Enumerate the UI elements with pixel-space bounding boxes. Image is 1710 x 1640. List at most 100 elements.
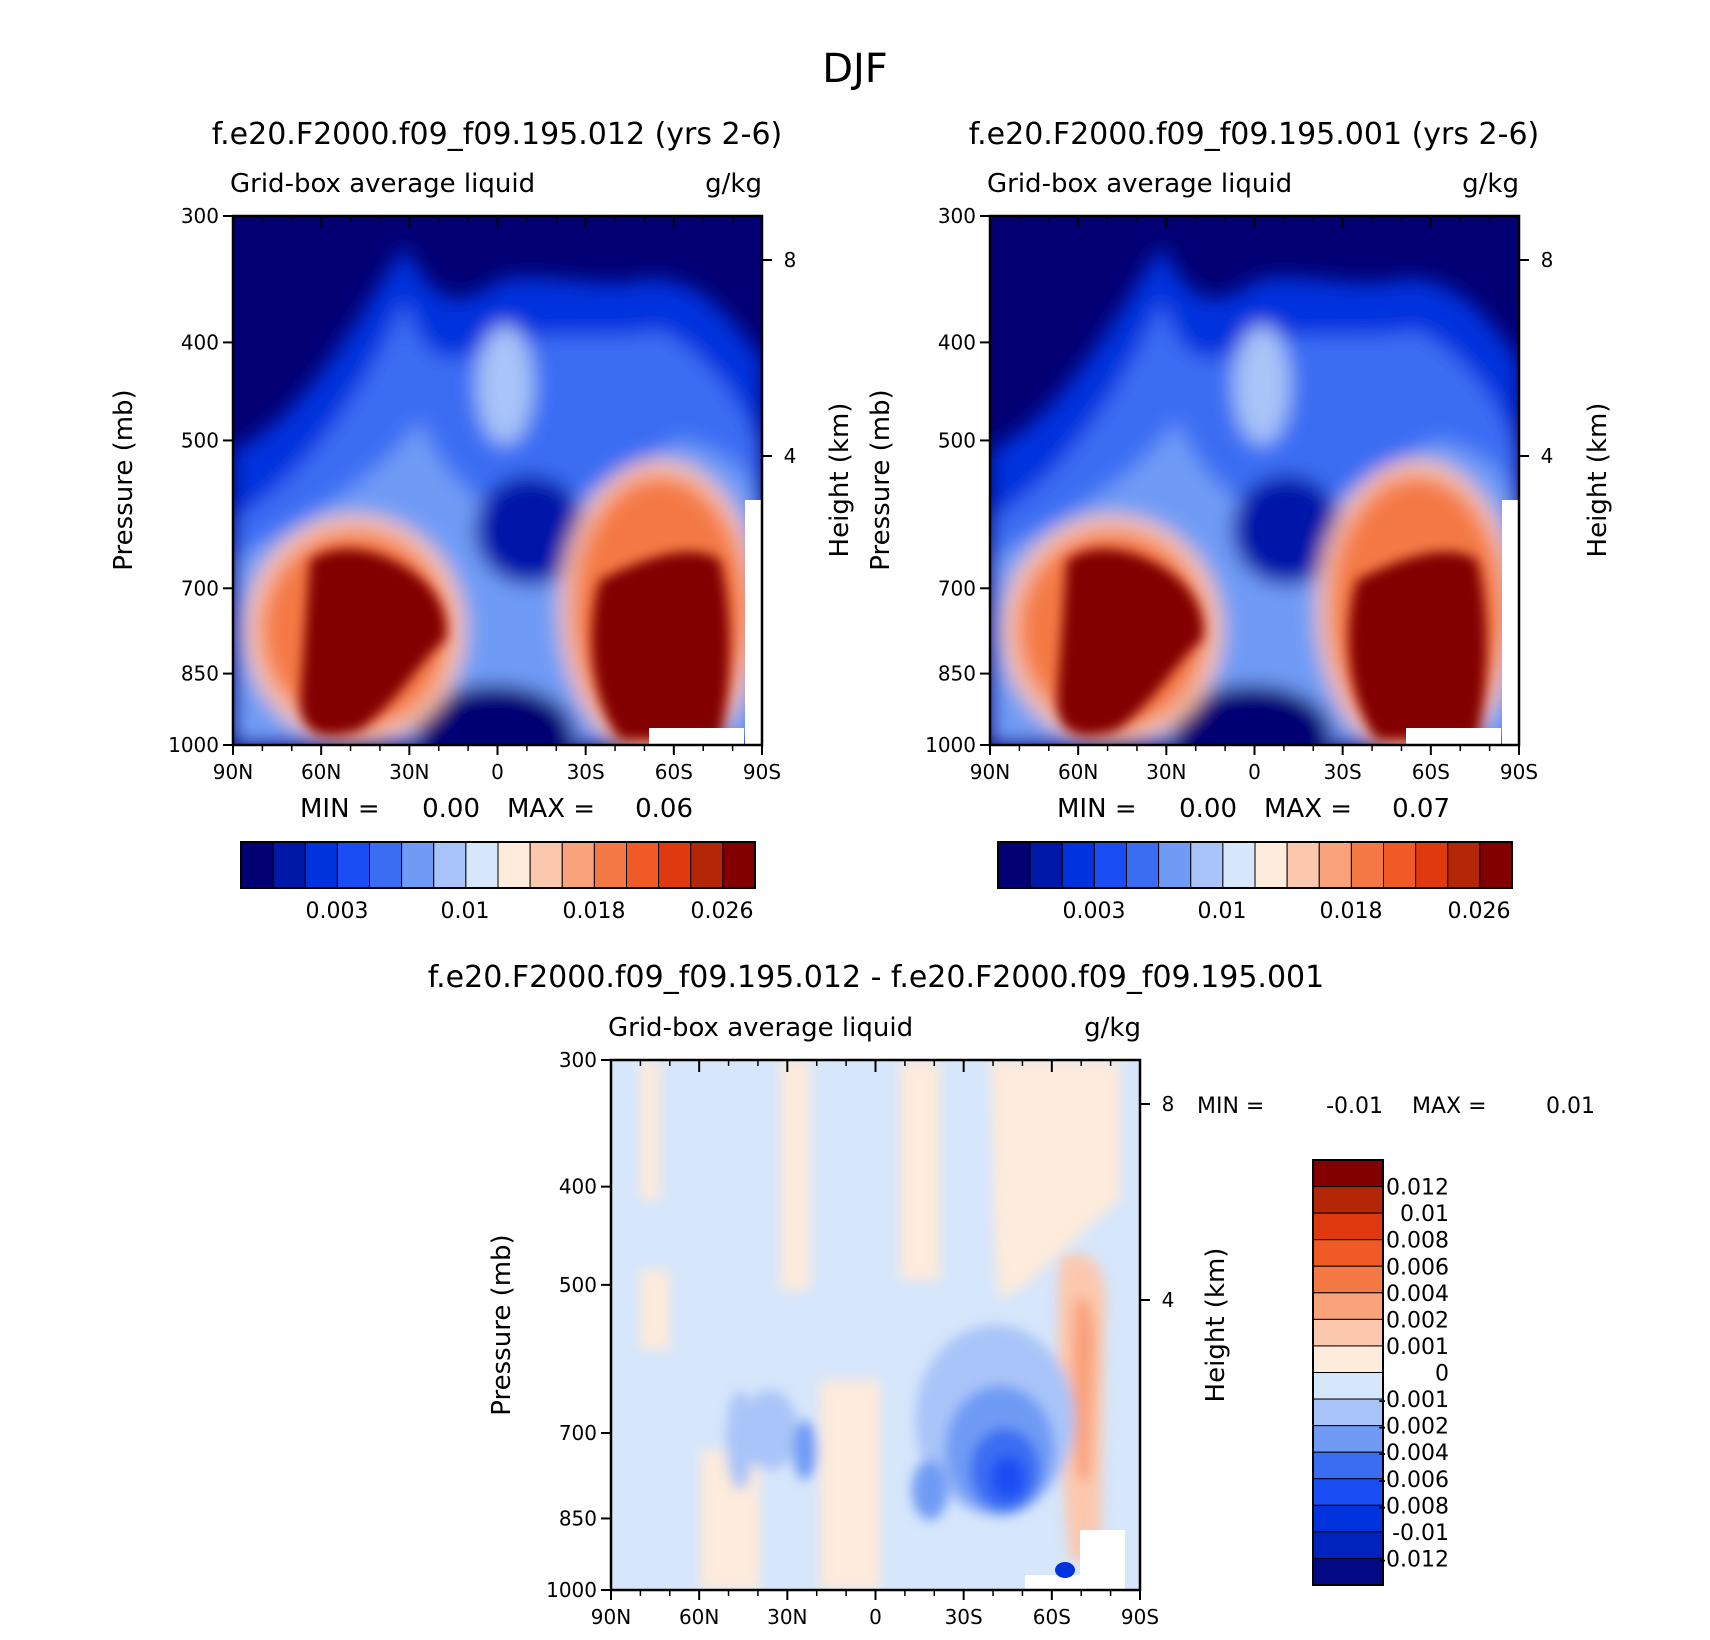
panel-b-ytick-label: 400 [938, 330, 976, 354]
panel-diff-colorbar-label: -0.01 [1392, 1521, 1449, 1546]
panel-diff-colorbar-swatch [1312, 1425, 1384, 1453]
panel-diff-height-tick: 4 [1162, 1288, 1175, 1312]
panel-b-ylabel: Pressure (mb) [866, 389, 896, 570]
panel-diff-ytick-label: 1000 [546, 1578, 597, 1602]
panel-diff-xtick-label: 30S [945, 1605, 983, 1629]
panel-diff-xtick-label: 60S [1033, 1605, 1071, 1629]
panel-diff-colorbar-swatch [1312, 1345, 1384, 1373]
panel-diff-colorbar-label: 0.01 [1400, 1202, 1449, 1227]
panel-b-max-label: MAX = [1264, 794, 1352, 824]
panel-a-ytick-label: 850 [181, 662, 219, 686]
panel-b-colorbar-swatch [1158, 841, 1192, 889]
panel-diff-units: g/kg [1084, 1013, 1141, 1043]
panel-a-xtick-label: 60S [655, 760, 693, 784]
panel-b-ylabel-right: Height (km) [1583, 403, 1613, 558]
panel-a-ylabel: Pressure (mb) [109, 389, 139, 570]
panel-a-xtick-label: 60N [301, 760, 341, 784]
panel-a-colorbar-label: 0.003 [306, 899, 369, 924]
panel-b-colorbar-label: 0.018 [1320, 899, 1383, 924]
panel-b-colorbar-swatch [1415, 841, 1449, 889]
panel-diff-colorbar-label: -0.002 [1378, 1415, 1449, 1440]
panel-b-xtick-label: 90N [970, 760, 1010, 784]
panel-a-colorbar-swatch [465, 841, 499, 889]
panel-b-colorbar-label: 0.01 [1198, 899, 1247, 924]
panel-diff-colorbar-swatch [1312, 1398, 1384, 1427]
panel-b-colorbar-swatch [1061, 841, 1095, 889]
panel-a-colorbar-swatch [433, 841, 467, 889]
panel-a-units: g/kg [705, 169, 762, 199]
panel-diff-xtick-label: 90N [591, 1605, 631, 1629]
panel-a-colorbar-swatch [401, 841, 435, 889]
panel-b-colorbar-swatch [997, 841, 1031, 889]
panel-diff-ylabel: Pressure (mb) [487, 1234, 517, 1415]
panel-b-max-value: 0.07 [1392, 794, 1450, 824]
figure-title: DJF [822, 46, 888, 92]
panel-a-xtick-label: 30N [389, 760, 429, 784]
panel-a-colorbar [240, 841, 756, 889]
panel-a-colorbar-swatch [240, 841, 274, 889]
panel-diff-colorbar-label: 0.006 [1386, 1255, 1449, 1280]
panel-b-axes: 300 400 500 700 850 1000 90N 60N 30N 0 30S 60S 90S [925, 204, 1538, 784]
panel-a-ylabel-right: Height (km) [825, 403, 855, 558]
panel-diff-colorbar-swatch [1312, 1265, 1384, 1294]
panel-a-xtick-label: 30S [567, 760, 605, 784]
panel-a-xtick-label: 0 [491, 760, 504, 784]
panel-a-height-tick: 8 [784, 248, 797, 272]
panel-diff-colorbar-swatch [1312, 1531, 1384, 1559]
panel-a-min-label: MIN = [300, 794, 380, 824]
panel-diff-min-value: -0.01 [1326, 1094, 1383, 1119]
panel-b-colorbar-swatch [1093, 841, 1127, 889]
panel-a-field-label: Grid-box average liquid [230, 169, 535, 199]
panel-diff-colorbar-label: 0.008 [1386, 1229, 1449, 1254]
panel-diff-xtick-label: 30N [767, 1605, 807, 1629]
panel-a-ytick-label: 400 [181, 330, 219, 354]
panel-b-colorbar-label: 0.026 [1448, 899, 1511, 924]
panel-b-xtick-label: 90S [1500, 760, 1538, 784]
panel-b-field [990, 216, 1519, 745]
panel-diff-field [611, 1060, 1140, 1590]
panel-a-colorbar-swatch [497, 841, 531, 889]
panel-b-colorbar-swatch [1222, 841, 1256, 889]
panel-diff-colorbar-swatch [1312, 1478, 1384, 1506]
panel-diff-colorbar-label: -0.012 [1378, 1547, 1449, 1572]
panel-diff-colorbar-label: -0.001 [1378, 1388, 1449, 1413]
panel-diff-ytick-label: 400 [559, 1175, 597, 1199]
panel-b-colorbar-label: 0.003 [1063, 899, 1126, 924]
panel-b-colorbar-swatch [1029, 841, 1063, 889]
panel-b: f.e20.F2000.f09_f09.195.001 (yrs 2-6) Gr… [866, 117, 1613, 924]
panel-a-colorbar-label: 0.01 [441, 899, 490, 924]
panel-b-colorbar-frame [997, 841, 1513, 889]
panel-b-colorbar-swatch [1286, 841, 1320, 889]
panel-b-ytick-label: 300 [938, 204, 976, 228]
panel-diff-colorbar-swatch [1312, 1372, 1384, 1400]
panel-a: f.e20.F2000.f09_f09.195.012 (yrs 2-6) Gr… [109, 117, 855, 924]
panel-b-ytick-label: 700 [938, 576, 976, 600]
panel-diff-colorbar-label: 0 [1435, 1362, 1449, 1387]
panel-a-colorbar-swatch [593, 841, 627, 889]
panel-diff-colorbar: 0.0120.010.0080.0060.0040.0020.0010-0.00… [1312, 1159, 1449, 1586]
panel-b-colorbar-swatch [1447, 841, 1481, 889]
panel-a-min-value: 0.00 [422, 794, 480, 824]
panel-diff-colorbar-label: 0.001 [1386, 1335, 1449, 1360]
panel-diff-title: f.e20.F2000.f09_f09.195.012 - f.e20.F200… [428, 960, 1324, 995]
panel-diff-colorbar-swatch [1312, 1504, 1384, 1533]
panel-diff-max-value: 0.01 [1546, 1094, 1595, 1119]
panel-diff-colorbar-label: 0.002 [1386, 1308, 1449, 1333]
panel-a-colorbar-swatch [529, 841, 563, 889]
panel-b-xtick-label: 60S [1412, 760, 1450, 784]
panel-diff-colorbar-swatch [1312, 1186, 1384, 1214]
panel-diff-colorbar-label: 0.004 [1386, 1282, 1449, 1307]
panel-a-colorbar-swatch [272, 841, 306, 889]
panel-diff-ytick-label: 700 [559, 1421, 597, 1445]
panel-b-height-tick: 4 [1541, 444, 1554, 468]
panel-a-ytick-label: 1000 [168, 733, 219, 757]
panel-diff-colorbar-swatch [1312, 1318, 1384, 1347]
panel-b-min-label: MIN = [1057, 794, 1137, 824]
panel-diff-colorbar-label: -0.004 [1378, 1441, 1449, 1466]
panel-b-colorbar-swatch [1318, 841, 1352, 889]
panel-diff-ytick-label: 500 [559, 1273, 597, 1297]
panel-diff-colorbar-swatch [1312, 1159, 1384, 1188]
panel-a-ytick-label: 700 [181, 576, 219, 600]
panel-diff-colorbar-frame [1312, 1159, 1384, 1586]
panel-a-xtick-label: 90S [743, 760, 781, 784]
